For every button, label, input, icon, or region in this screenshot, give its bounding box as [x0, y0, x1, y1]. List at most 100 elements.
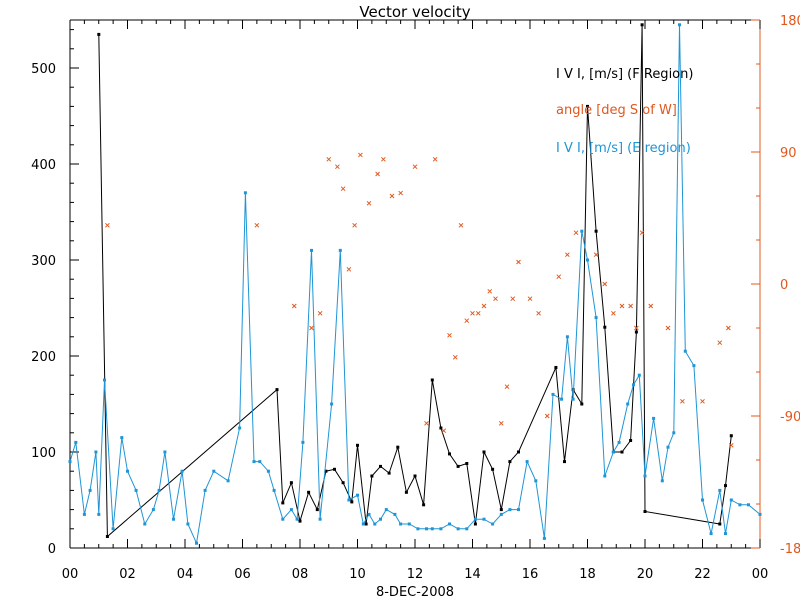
data-point — [324, 469, 328, 473]
data-point — [747, 503, 750, 507]
data-point — [738, 503, 742, 507]
data-point — [88, 488, 92, 492]
data-point — [356, 493, 359, 497]
data-point — [439, 527, 443, 531]
y-left-tick-label: 100 — [31, 446, 56, 461]
data-point — [692, 364, 696, 368]
data-point — [678, 23, 681, 27]
data-point — [580, 402, 584, 406]
data-point — [448, 452, 451, 456]
data-point — [724, 532, 727, 536]
data-point — [105, 222, 110, 228]
y-axis-right: -180 -90 0 90 180 — [751, 14, 800, 557]
data-point — [456, 527, 460, 531]
data-point — [504, 384, 510, 390]
data-point — [399, 522, 403, 526]
data-point — [473, 517, 477, 521]
data-point — [700, 398, 705, 404]
data-point — [643, 474, 647, 478]
data-point — [272, 488, 276, 492]
data-point — [430, 527, 434, 531]
data-point — [82, 512, 86, 516]
x-tick-label: 08 — [292, 567, 309, 582]
y-left-tick-label: 200 — [31, 350, 56, 365]
data-point — [180, 469, 184, 473]
data-point — [389, 193, 395, 199]
data-point — [517, 508, 520, 512]
data-point — [407, 522, 411, 526]
data-point — [393, 512, 397, 516]
data-point — [542, 536, 546, 540]
data-point — [724, 484, 727, 488]
data-point — [379, 464, 382, 468]
data-point — [350, 500, 354, 504]
data-point — [186, 522, 190, 526]
data-point — [482, 450, 486, 454]
x-tick-label: 22 — [694, 567, 711, 582]
data-point — [396, 445, 400, 449]
data-point — [617, 440, 621, 444]
data-point — [602, 281, 608, 287]
data-point — [536, 310, 541, 316]
data-point — [709, 532, 713, 536]
data-point — [665, 325, 671, 331]
data-point — [425, 527, 428, 531]
data-point — [683, 349, 687, 353]
data-point — [603, 474, 607, 478]
data-point — [666, 445, 670, 449]
data-point — [373, 522, 377, 526]
data-point — [326, 156, 332, 162]
data-point — [356, 443, 359, 447]
x-tick-label: 02 — [119, 567, 136, 582]
data-point — [335, 164, 340, 170]
data-point — [481, 303, 487, 309]
data-point — [295, 517, 299, 521]
data-point — [143, 522, 147, 526]
data-point — [416, 527, 420, 531]
data-point — [580, 229, 584, 233]
data-point — [379, 517, 382, 521]
data-point — [639, 230, 645, 236]
data-point — [195, 541, 198, 545]
data-point — [226, 479, 230, 483]
data-point — [243, 191, 247, 195]
data-point — [452, 354, 458, 360]
data-point — [358, 152, 363, 158]
legend-entry-e-region: I V I, [m/s] (E region) — [556, 141, 691, 156]
data-point — [565, 335, 569, 339]
data-point — [718, 488, 722, 492]
data-point — [301, 440, 305, 444]
data-point — [252, 460, 256, 464]
data-point — [398, 190, 403, 196]
data-point — [97, 32, 101, 36]
data-point — [74, 440, 78, 444]
x-tick-label: 16 — [522, 567, 539, 582]
x-tick-label: 20 — [637, 567, 654, 582]
data-point — [498, 420, 504, 426]
data-point — [203, 488, 207, 492]
y-right-tick-label: 90 — [780, 146, 797, 161]
data-point — [491, 522, 495, 526]
plot-frame — [69, 19, 761, 549]
data-point — [404, 490, 408, 494]
data-point — [254, 222, 260, 228]
data-point — [333, 467, 336, 471]
data-point — [473, 522, 477, 526]
y-left-tick-label: 400 — [31, 158, 56, 173]
y-right-tick-label: 180 — [780, 14, 800, 29]
data-point — [281, 501, 285, 505]
data-point — [413, 474, 417, 478]
data-point — [151, 508, 155, 512]
data-point — [424, 420, 429, 426]
legend-entry-angle: angle [deg S of W] — [556, 103, 677, 118]
data-point — [105, 535, 109, 538]
data-point — [281, 517, 285, 521]
data-point — [464, 318, 470, 324]
data-point — [718, 522, 722, 526]
y-right-tick-label: -180 — [780, 542, 800, 557]
x-tick-label: 18 — [579, 567, 596, 582]
data-point — [680, 398, 685, 404]
data-point — [571, 397, 575, 401]
data-point — [632, 383, 635, 387]
